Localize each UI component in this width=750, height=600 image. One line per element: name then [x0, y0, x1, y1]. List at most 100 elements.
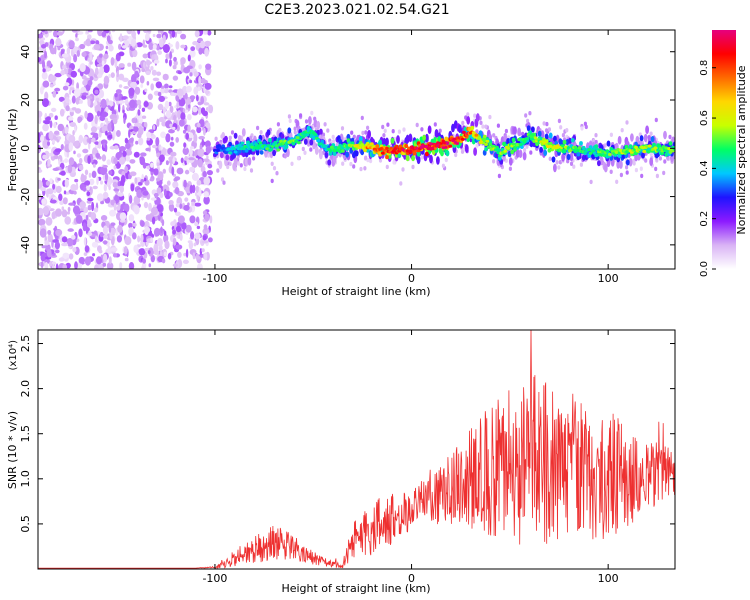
noise-blob: [54, 241, 61, 250]
ridge-blob: [470, 125, 475, 131]
noise-blob: [140, 234, 144, 243]
noise-blob: [91, 201, 95, 212]
noise-blob: [72, 140, 80, 147]
noise-blob: [203, 127, 206, 136]
halo-blob: [529, 150, 533, 155]
noise-blob: [171, 30, 176, 38]
noise-blob: [52, 167, 60, 171]
noise-blob: [54, 148, 62, 153]
noise-blob: [169, 163, 173, 169]
noise-blob: [47, 158, 51, 167]
noise-blob: [95, 152, 101, 159]
noise-blob: [170, 151, 177, 157]
noise-blob: [192, 252, 196, 260]
noise-blob: [42, 206, 50, 216]
noise-blob: [196, 126, 202, 134]
halo-blob: [583, 121, 588, 127]
noise-blob: [89, 51, 93, 61]
noise-blob: [132, 222, 137, 227]
noise-blob: [183, 179, 187, 188]
noise-blob: [73, 150, 76, 155]
noise-blob: [140, 220, 145, 227]
ridge-blob: [354, 150, 359, 157]
halo-blob: [625, 170, 629, 175]
noise-blob: [68, 89, 72, 95]
y-tick-label: 1.5: [19, 425, 32, 443]
colorbar-label: Normalized spectral amplitude: [735, 65, 748, 234]
noise-blob: [68, 134, 76, 144]
halo-blob: [352, 134, 356, 139]
snr-series-line: [38, 330, 675, 569]
noise-blob: [75, 182, 79, 191]
halo-blob: [640, 173, 644, 179]
noise-blob: [62, 64, 67, 70]
ridge-blob: [241, 128, 246, 137]
noise-blob: [71, 234, 76, 240]
noise-blob: [143, 201, 149, 209]
noise-blob: [194, 232, 201, 240]
noise-blob: [179, 95, 182, 100]
halo-blob: [301, 146, 305, 152]
ridge-blob: [262, 141, 267, 146]
halo-blob: [228, 135, 232, 140]
ridge-blob: [466, 116, 471, 125]
halo-blob: [460, 149, 465, 154]
noise-blob: [101, 154, 107, 162]
noise-blob: [177, 251, 182, 258]
noise-blob: [168, 192, 173, 197]
noise-blob: [123, 203, 130, 213]
halo-blob: [249, 168, 254, 173]
ridge-blob: [576, 152, 581, 157]
noise-blob: [39, 40, 45, 45]
ridge-blob: [308, 116, 312, 125]
noise-blob: [172, 263, 179, 267]
noise-blob: [78, 134, 84, 144]
noise-blob: [79, 99, 83, 104]
ridge-blob: [462, 130, 466, 134]
halo-blob: [524, 113, 528, 118]
ridge-blob: [570, 138, 575, 143]
halo-blob: [276, 122, 280, 127]
noise-blob: [128, 87, 135, 97]
noise-blob: [41, 198, 46, 205]
noise-blob: [114, 59, 118, 68]
noise-blob: [51, 212, 56, 220]
noise-blob: [140, 83, 144, 88]
halo-blob: [663, 159, 667, 164]
noise-blob: [75, 214, 83, 224]
noise-blob: [204, 82, 212, 90]
ridge-blob: [297, 141, 301, 145]
ridge-blob: [237, 143, 242, 147]
noise-blob: [141, 265, 145, 269]
ridge-blob: [236, 146, 241, 151]
noise-blob: [183, 204, 190, 211]
ridge-blob: [517, 137, 521, 142]
halo-blob: [256, 125, 260, 131]
ridge-blob: [232, 152, 237, 159]
ridge-blob: [233, 150, 238, 154]
noise-blob: [55, 208, 62, 217]
ridge-blob: [382, 148, 387, 152]
noise-blob: [127, 62, 132, 67]
noise-blob: [181, 222, 187, 230]
noise-blob: [38, 115, 42, 125]
noise-blob: [69, 122, 77, 127]
ridge-blob: [451, 123, 455, 133]
noise-blob: [170, 221, 176, 227]
noise-blob: [159, 154, 165, 163]
noise-blob: [42, 123, 49, 132]
halo-blob: [239, 163, 243, 168]
ridge-blob: [232, 147, 237, 151]
noise-blob: [160, 226, 163, 234]
ridge-blob: [273, 140, 278, 144]
ridge-blob: [647, 144, 652, 148]
halo-blob: [649, 131, 653, 136]
noise-blob: [197, 122, 201, 128]
noise-blob: [82, 222, 87, 232]
noise-blob: [84, 245, 90, 253]
noise-blob: [200, 96, 205, 105]
noise-blob: [72, 205, 81, 215]
ridge-blob: [405, 134, 410, 144]
ridge-blob: [561, 144, 565, 148]
noise-blob: [146, 81, 150, 86]
